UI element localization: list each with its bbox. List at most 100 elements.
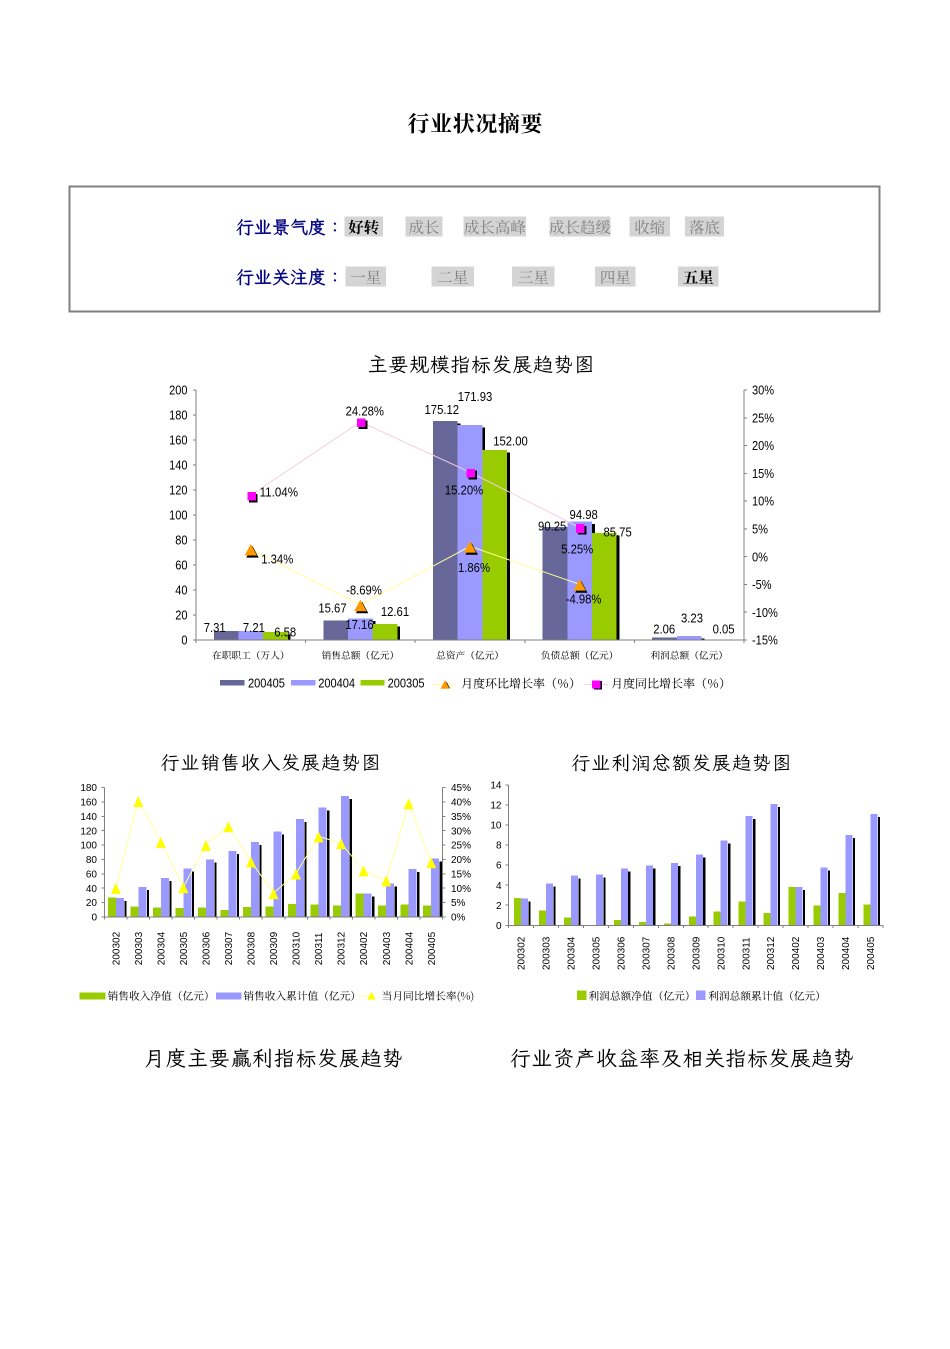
svg-text:100: 100: [169, 508, 187, 523]
svg-text:200302: 200302: [517, 936, 528, 970]
svg-text:20%: 20%: [752, 438, 774, 453]
svg-text:200308: 200308: [247, 931, 258, 965]
svg-text:171.93: 171.93: [458, 389, 493, 404]
svg-text:14: 14: [490, 781, 502, 792]
svg-text:-5%: -5%: [752, 577, 772, 592]
svg-text:200310: 200310: [716, 936, 727, 970]
svg-text:12.61: 12.61: [381, 604, 409, 619]
svg-text:0%: 0%: [451, 913, 466, 924]
svg-text:6: 6: [496, 861, 502, 872]
svg-text:160: 160: [169, 433, 187, 448]
svg-text:0: 0: [496, 921, 502, 932]
svg-text:85.75: 85.75: [603, 525, 631, 540]
svg-text:60: 60: [86, 869, 98, 880]
svg-text:120: 120: [80, 826, 97, 837]
svg-text:200309: 200309: [691, 936, 702, 970]
svg-text:20: 20: [175, 608, 187, 623]
svg-text:1.34%: 1.34%: [261, 552, 293, 567]
svg-text:3.23: 3.23: [681, 610, 703, 625]
svg-text:200303: 200303: [134, 931, 145, 965]
svg-text:200305: 200305: [592, 936, 603, 970]
svg-text:30%: 30%: [451, 826, 471, 837]
svg-text:40%: 40%: [451, 798, 471, 809]
svg-text:152.00: 152.00: [493, 433, 528, 448]
svg-text:24.28%: 24.28%: [346, 404, 385, 419]
svg-text:140: 140: [169, 458, 187, 473]
svg-text:2: 2: [496, 901, 502, 912]
svg-text:20%: 20%: [451, 855, 471, 866]
svg-text:200303: 200303: [542, 936, 553, 970]
svg-text:175.12: 175.12: [425, 402, 460, 417]
svg-text:11.04%: 11.04%: [260, 485, 299, 500]
svg-text:200402: 200402: [359, 931, 370, 965]
svg-text:180: 180: [169, 408, 187, 423]
svg-text:200312: 200312: [766, 936, 777, 970]
svg-text:200309: 200309: [269, 931, 280, 965]
svg-text:140: 140: [80, 812, 97, 823]
svg-text:120: 120: [169, 483, 187, 498]
svg-text:15%: 15%: [451, 869, 471, 880]
svg-text:1.86%: 1.86%: [458, 560, 490, 575]
svg-text:200404: 200404: [318, 676, 355, 691]
svg-text:200307: 200307: [224, 931, 235, 965]
svg-text:200405: 200405: [866, 936, 877, 970]
svg-text:200304: 200304: [156, 931, 167, 965]
svg-text:100: 100: [80, 841, 97, 852]
svg-text:200403: 200403: [816, 936, 827, 970]
svg-text:90.25: 90.25: [538, 518, 566, 533]
svg-text:40: 40: [86, 884, 98, 895]
svg-text:2.06: 2.06: [653, 622, 675, 637]
svg-text:160: 160: [80, 798, 97, 809]
svg-text:200: 200: [169, 383, 187, 398]
svg-text:4: 4: [496, 881, 502, 892]
svg-text:200307: 200307: [641, 936, 652, 970]
svg-text:30%: 30%: [752, 383, 774, 398]
svg-text:40: 40: [175, 583, 187, 598]
svg-text:60: 60: [175, 558, 187, 573]
svg-text:80: 80: [175, 533, 187, 548]
svg-text:200304: 200304: [567, 936, 578, 970]
svg-text:5%: 5%: [451, 898, 466, 909]
svg-text:-4.98%: -4.98%: [566, 591, 602, 606]
svg-text:180: 180: [80, 783, 97, 794]
svg-text:8: 8: [496, 841, 502, 852]
svg-text:35%: 35%: [451, 812, 471, 823]
svg-text:200302: 200302: [111, 931, 122, 965]
svg-text:200404: 200404: [841, 936, 852, 970]
svg-text:25%: 25%: [451, 841, 471, 852]
svg-text:12: 12: [490, 801, 502, 812]
svg-text:200311: 200311: [314, 932, 325, 965]
svg-text:0.05: 0.05: [713, 622, 735, 637]
svg-text:10%: 10%: [451, 884, 471, 895]
svg-text:200308: 200308: [666, 936, 677, 970]
svg-text:-10%: -10%: [752, 605, 778, 620]
svg-text:-15%: -15%: [752, 633, 778, 648]
svg-text:15.20%: 15.20%: [445, 482, 484, 497]
svg-text:10%: 10%: [752, 494, 774, 509]
svg-text:6.58: 6.58: [274, 625, 296, 640]
svg-text:7.31: 7.31: [204, 620, 226, 635]
svg-text:200311: 200311: [741, 937, 752, 970]
svg-text:200402: 200402: [791, 936, 802, 970]
svg-text:200405: 200405: [248, 676, 285, 691]
svg-text:15%: 15%: [752, 466, 774, 481]
svg-text:-8.69%: -8.69%: [346, 583, 382, 598]
svg-text:25%: 25%: [752, 410, 774, 425]
svg-text:0%: 0%: [752, 549, 768, 564]
svg-text:200310: 200310: [292, 931, 303, 965]
svg-text:0: 0: [91, 913, 97, 924]
svg-text:94.98: 94.98: [570, 507, 598, 522]
svg-text:200306: 200306: [202, 931, 213, 965]
svg-text:80: 80: [86, 855, 98, 866]
svg-text:200403: 200403: [382, 931, 393, 965]
svg-text:5.25%: 5.25%: [561, 541, 593, 556]
svg-text:200305: 200305: [388, 676, 425, 691]
svg-text:20: 20: [86, 898, 98, 909]
svg-text:10: 10: [490, 821, 502, 832]
svg-text:200404: 200404: [404, 931, 415, 965]
svg-text:45%: 45%: [451, 783, 471, 794]
svg-text:200405: 200405: [427, 931, 438, 965]
svg-text:200305: 200305: [179, 931, 190, 965]
svg-text:5%: 5%: [752, 522, 768, 537]
svg-text:17.16: 17.16: [345, 617, 373, 632]
